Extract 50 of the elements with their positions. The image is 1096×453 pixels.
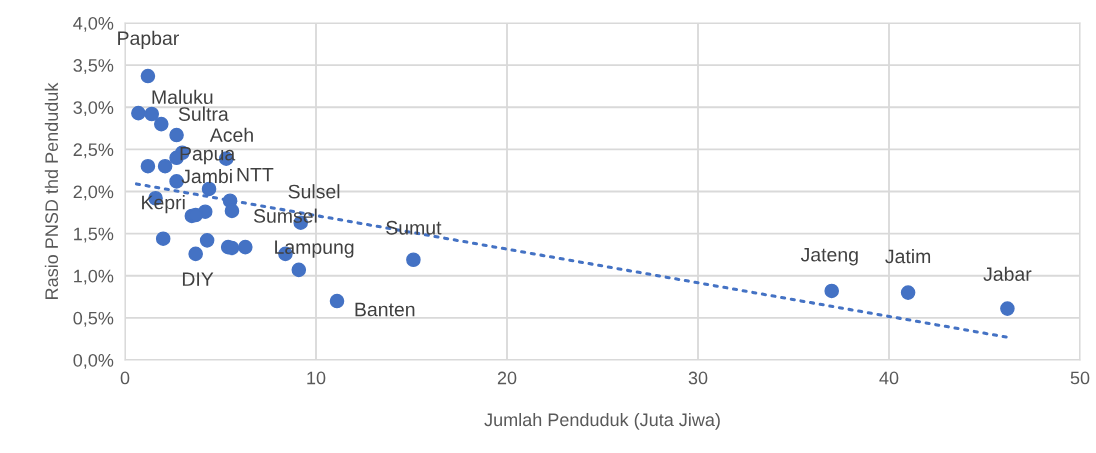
y-tick-label: 3,0% xyxy=(73,101,114,117)
annotation: Jateng xyxy=(800,248,858,266)
annotation: Sultra xyxy=(178,106,229,121)
point xyxy=(157,158,173,174)
annotation: Sulsel xyxy=(288,184,340,199)
y-tick-label: 2,5% xyxy=(73,143,114,159)
annotation: Maluku xyxy=(152,89,213,105)
annotation: Jambi xyxy=(181,168,232,184)
y-tick-label: 1,5% xyxy=(74,227,114,243)
annotation: Jabar xyxy=(983,266,1032,281)
y-axis-title: Rasio PNSD thd Penduduk xyxy=(44,82,59,299)
point xyxy=(155,231,171,246)
point xyxy=(154,116,169,132)
x-tick-label: 50 xyxy=(1070,371,1090,385)
point xyxy=(329,293,345,309)
point xyxy=(900,285,916,300)
x-tick-label: 10 xyxy=(307,371,326,385)
annotation: DIY xyxy=(182,272,214,286)
point xyxy=(199,233,215,248)
y-tick-label: 1,0% xyxy=(74,269,114,285)
point xyxy=(144,106,160,122)
point xyxy=(188,246,203,262)
annotation: Banten xyxy=(355,302,415,317)
annotation: Lampung xyxy=(275,240,354,258)
point xyxy=(140,158,156,174)
x-tick-label: 40 xyxy=(879,371,899,385)
y-tick-label: 0,0% xyxy=(73,353,114,369)
x-tick-label: 0 xyxy=(120,371,130,385)
annotation: Sumut xyxy=(386,220,442,235)
point xyxy=(131,105,146,121)
point xyxy=(169,127,184,143)
y-tick-label: 0,5% xyxy=(73,311,114,327)
point xyxy=(140,68,156,84)
x-axis-title: Jumlah Penduduk (Juta Jiwa) xyxy=(484,412,720,430)
point xyxy=(824,283,839,299)
point xyxy=(224,203,240,219)
annotation: Papbar xyxy=(118,30,179,49)
y-tick-label: 3,5% xyxy=(73,59,114,74)
point xyxy=(1000,301,1015,316)
point xyxy=(406,252,421,268)
annotation: Kepri xyxy=(142,195,185,214)
point xyxy=(291,262,307,278)
y-tick-label: 4,0% xyxy=(73,16,114,32)
annotation: Jatim xyxy=(885,248,931,264)
point xyxy=(238,239,253,255)
y-tick-label: 2,0% xyxy=(73,185,114,201)
x-tick-label: 30 xyxy=(688,371,708,385)
annotation: Aceh xyxy=(209,127,253,142)
x-tick-label: 20 xyxy=(497,371,517,385)
annotation: NTT xyxy=(237,167,274,182)
